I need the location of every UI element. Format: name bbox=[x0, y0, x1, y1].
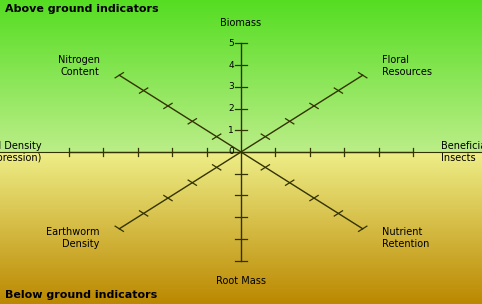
Text: 5: 5 bbox=[228, 39, 234, 48]
Text: Biomass: Biomass bbox=[220, 18, 262, 28]
Text: 1: 1 bbox=[228, 126, 234, 135]
Text: 0: 0 bbox=[228, 147, 234, 157]
Text: Floral
Resources: Floral Resources bbox=[383, 55, 432, 77]
Text: 2: 2 bbox=[228, 104, 234, 113]
Text: 3: 3 bbox=[228, 82, 234, 92]
Text: Nutrient
Retention: Nutrient Retention bbox=[383, 227, 430, 249]
Text: 4: 4 bbox=[228, 60, 234, 70]
Text: Weed Density
(Suppression): Weed Density (Suppression) bbox=[0, 141, 41, 163]
Text: Below ground indicators: Below ground indicators bbox=[5, 290, 158, 300]
Text: Nitrogen
Content: Nitrogen Content bbox=[57, 55, 99, 77]
Text: Beneficial
Insects: Beneficial Insects bbox=[441, 141, 482, 163]
Text: Above ground indicators: Above ground indicators bbox=[5, 4, 159, 14]
Text: Root Mass: Root Mass bbox=[216, 276, 266, 286]
Text: Earthworm
Density: Earthworm Density bbox=[46, 227, 99, 249]
